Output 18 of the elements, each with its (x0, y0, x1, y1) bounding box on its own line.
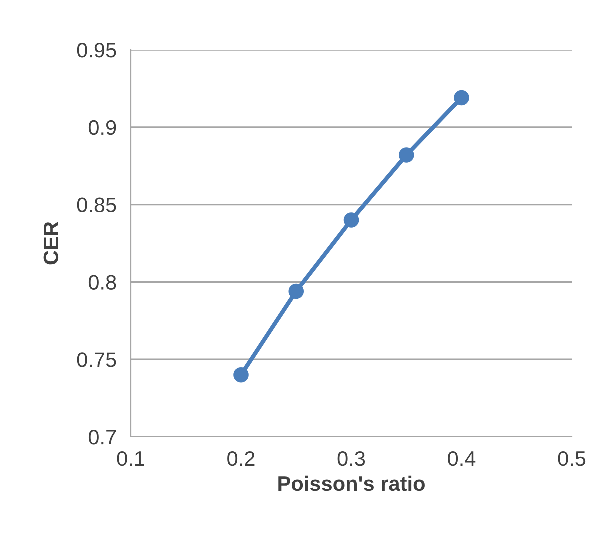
point (234, 367, 249, 383)
y-tick-label: 0.95 (77, 43, 116, 58)
point (344, 212, 360, 228)
point (398, 148, 414, 163)
point (454, 90, 470, 106)
x-tick-label: 0.1 (117, 451, 144, 466)
y-axis-title: CER (44, 222, 59, 265)
y-tick-label: 0.7 (88, 430, 116, 445)
y-tick-label: 0.9 (88, 120, 116, 136)
x-axis-title: Poisson's ratio (278, 476, 425, 492)
x-tick-label: 0.4 (448, 451, 476, 466)
x-tick-label: 0.5 (558, 451, 586, 466)
y-tick-label: 0.85 (77, 198, 116, 213)
x-tick-label: 0.2 (228, 451, 255, 466)
x-tick-label: 0.3 (338, 451, 366, 466)
y-tick-label: 0.75 (77, 352, 116, 368)
y-tick-label: 0.8 (88, 275, 116, 290)
point (288, 284, 304, 300)
